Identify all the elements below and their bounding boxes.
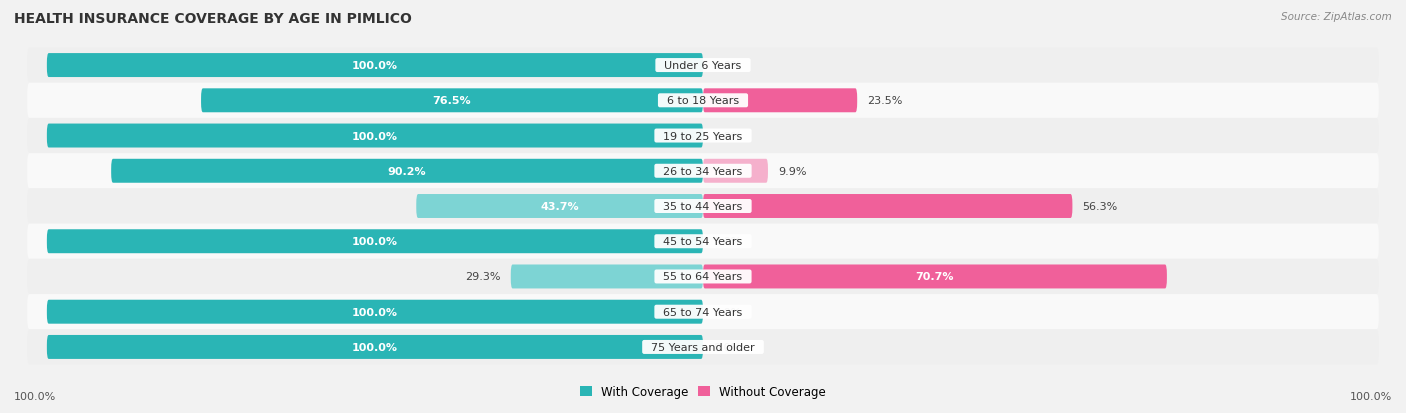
Text: Source: ZipAtlas.com: Source: ZipAtlas.com	[1281, 12, 1392, 22]
FancyBboxPatch shape	[703, 265, 1167, 289]
Text: 55 to 64 Years: 55 to 64 Years	[657, 272, 749, 282]
Text: 45 to 54 Years: 45 to 54 Years	[657, 237, 749, 247]
Text: 76.5%: 76.5%	[433, 96, 471, 106]
Text: 6 to 18 Years: 6 to 18 Years	[659, 96, 747, 106]
FancyBboxPatch shape	[27, 83, 1379, 119]
Text: HEALTH INSURANCE COVERAGE BY AGE IN PIMLICO: HEALTH INSURANCE COVERAGE BY AGE IN PIML…	[14, 12, 412, 26]
Text: 75 Years and older: 75 Years and older	[644, 342, 762, 352]
FancyBboxPatch shape	[46, 335, 703, 359]
Text: 0.0%: 0.0%	[713, 237, 741, 247]
FancyBboxPatch shape	[27, 259, 1379, 294]
FancyBboxPatch shape	[46, 124, 703, 148]
FancyBboxPatch shape	[27, 119, 1379, 154]
Text: 100.0%: 100.0%	[352, 61, 398, 71]
Text: 70.7%: 70.7%	[915, 272, 955, 282]
Text: 100.0%: 100.0%	[352, 342, 398, 352]
FancyBboxPatch shape	[27, 330, 1379, 365]
Legend: With Coverage, Without Coverage: With Coverage, Without Coverage	[575, 381, 831, 403]
FancyBboxPatch shape	[703, 195, 1073, 218]
Text: 0.0%: 0.0%	[713, 131, 741, 141]
FancyBboxPatch shape	[27, 294, 1379, 330]
Text: 65 to 74 Years: 65 to 74 Years	[657, 307, 749, 317]
FancyBboxPatch shape	[703, 159, 768, 183]
Text: 0.0%: 0.0%	[713, 307, 741, 317]
Text: 43.7%: 43.7%	[540, 202, 579, 211]
FancyBboxPatch shape	[201, 89, 703, 113]
Text: Under 6 Years: Under 6 Years	[658, 61, 748, 71]
Text: 100.0%: 100.0%	[1350, 391, 1392, 401]
Text: 100.0%: 100.0%	[352, 131, 398, 141]
Text: 23.5%: 23.5%	[868, 96, 903, 106]
Text: 90.2%: 90.2%	[388, 166, 426, 176]
Text: 9.9%: 9.9%	[778, 166, 806, 176]
Text: 26 to 34 Years: 26 to 34 Years	[657, 166, 749, 176]
FancyBboxPatch shape	[27, 48, 1379, 83]
FancyBboxPatch shape	[703, 89, 858, 113]
FancyBboxPatch shape	[27, 224, 1379, 259]
Text: 29.3%: 29.3%	[465, 272, 501, 282]
Text: 100.0%: 100.0%	[14, 391, 56, 401]
Text: 56.3%: 56.3%	[1083, 202, 1118, 211]
Text: 0.0%: 0.0%	[713, 61, 741, 71]
Text: 100.0%: 100.0%	[352, 307, 398, 317]
FancyBboxPatch shape	[46, 300, 703, 324]
FancyBboxPatch shape	[510, 265, 703, 289]
Text: 35 to 44 Years: 35 to 44 Years	[657, 202, 749, 211]
FancyBboxPatch shape	[416, 195, 703, 218]
Text: 100.0%: 100.0%	[352, 237, 398, 247]
FancyBboxPatch shape	[27, 189, 1379, 224]
FancyBboxPatch shape	[111, 159, 703, 183]
FancyBboxPatch shape	[46, 54, 703, 78]
FancyBboxPatch shape	[27, 154, 1379, 189]
FancyBboxPatch shape	[46, 230, 703, 254]
Text: 0.0%: 0.0%	[713, 342, 741, 352]
Text: 19 to 25 Years: 19 to 25 Years	[657, 131, 749, 141]
